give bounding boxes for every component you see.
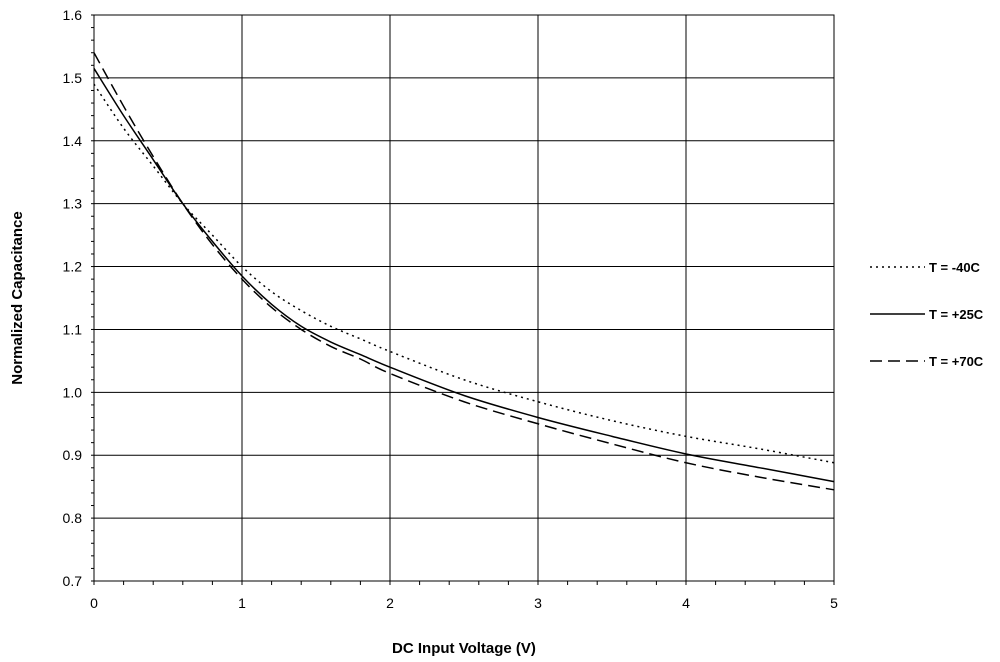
y-tick-label: 1.0 — [63, 384, 83, 400]
axis-ticks: 0 1 2 3 4 5 0.7 0.8 0.9 1.0 1.1 1.2 1.3 1.4 1.5 1.6 — [63, 7, 839, 611]
y-tick-label: 1.6 — [63, 7, 83, 23]
y-tick-label: 1.3 — [63, 196, 83, 212]
x-tick-label: 0 — [90, 595, 98, 611]
legend: T = -40C T = +25C T = +70C — [870, 260, 984, 369]
x-tick-label: 3 — [534, 595, 542, 611]
series-line — [93, 68, 835, 483]
series-line — [93, 52, 835, 491]
legend-label: T = +25C — [929, 307, 984, 322]
x-axis-title: DC Input Voltage (V) — [392, 640, 536, 657]
y-tick-label: 0.9 — [63, 447, 83, 463]
y-tick-label: 0.8 — [63, 510, 83, 526]
legend-label: T = +70C — [929, 354, 984, 369]
grid-lines — [94, 15, 834, 581]
y-tick-label: 0.7 — [63, 573, 83, 589]
y-tick-label: 1.1 — [63, 321, 83, 337]
legend-label: T = -40C — [929, 260, 981, 275]
y-axis-title: Normalized Capacitance — [9, 211, 26, 384]
x-tick-label: 4 — [682, 595, 690, 611]
x-tick-label: 5 — [830, 595, 838, 611]
plot-area — [93, 14, 835, 582]
x-tick-label: 2 — [386, 595, 394, 611]
y-tick-label: 1.4 — [63, 133, 83, 149]
y-tick-label: 1.5 — [63, 70, 83, 86]
y-tick-label: 1.2 — [63, 259, 83, 275]
x-tick-label: 1 — [238, 595, 246, 611]
series-lines — [93, 52, 835, 491]
